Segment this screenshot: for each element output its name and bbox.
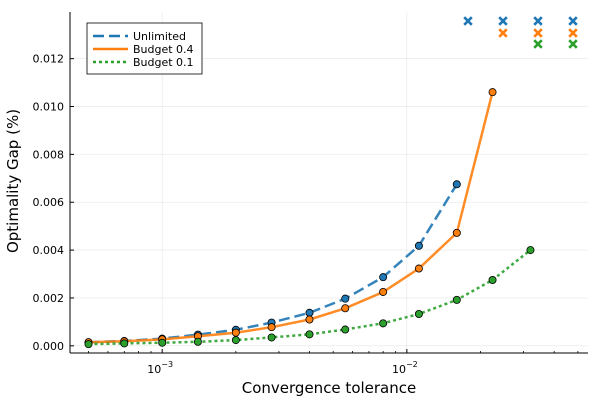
failed-marker (533, 28, 543, 38)
data-point (267, 333, 276, 342)
legend-label: Budget 0.1 (133, 56, 194, 69)
x-tick-label: 10−2 (392, 360, 418, 376)
data-point (526, 246, 535, 255)
axes (69, 12, 588, 354)
data-point (414, 264, 423, 273)
failed-marker-stroke (533, 39, 543, 49)
y-axis-title: Optimality Gap (%) (4, 109, 22, 253)
failed-marker (533, 39, 543, 49)
y-tick-label: 0.008 (33, 148, 65, 161)
failed-marker (463, 16, 473, 26)
data-point (379, 287, 388, 296)
data-point (452, 228, 461, 237)
x-tick-exponent: −2 (406, 360, 418, 369)
series-budget-0-1 (84, 246, 535, 349)
data-point (120, 339, 129, 348)
data-point (305, 315, 314, 324)
failed-marker-stroke (533, 28, 543, 38)
series-budget-0-4 (84, 88, 497, 347)
failed-marker-stroke (498, 28, 508, 38)
failed-markers (463, 16, 578, 49)
failed-marker-stroke (533, 16, 543, 26)
data-point (414, 241, 423, 250)
failed-marker-stroke (568, 39, 578, 49)
data-point (414, 309, 423, 318)
data-point (341, 304, 350, 313)
data-point (158, 338, 167, 347)
failed-marker (568, 16, 578, 26)
failed-marker (568, 39, 578, 49)
data-point (305, 330, 314, 339)
data-point (193, 337, 202, 346)
series-line (88, 91, 494, 344)
data-point (488, 88, 497, 97)
failed-marker (498, 28, 508, 38)
failed-marker-stroke (568, 16, 578, 26)
data-point (305, 308, 314, 317)
series-unlimited (84, 180, 461, 347)
failed-marker-stroke (463, 16, 473, 26)
y-tick-label: 0.010 (33, 101, 65, 114)
data-point (231, 336, 240, 345)
failed-marker (498, 16, 508, 26)
failed-marker (533, 16, 543, 26)
y-tick-label: 0.004 (33, 244, 65, 257)
x-tick-label: 10−3 (147, 360, 173, 376)
x-axis-title: Convergence tolerance (242, 379, 416, 397)
legend-label: Unlimited (133, 30, 186, 43)
y-tick-labels: 0.000 0.002 0.004 0.006 0.008 0.010 0.012 (33, 53, 65, 353)
x-tick-exponent: −3 (161, 360, 173, 369)
x-tick-labels: 10−3 10−2 (147, 360, 417, 376)
y-tick-label: 0.002 (33, 292, 65, 305)
data-point (488, 276, 497, 285)
data-point (267, 323, 276, 332)
data-point (379, 273, 388, 282)
y-tick-label: 0.006 (33, 196, 65, 209)
data-point (452, 180, 461, 189)
failed-marker (568, 28, 578, 38)
y-tick-label: 0.012 (33, 53, 65, 66)
failed-marker-stroke (498, 16, 508, 26)
grid (70, 12, 588, 353)
data-point (452, 295, 461, 304)
y-tick-label: 0.000 (33, 340, 65, 353)
failed-marker-stroke (568, 28, 578, 38)
data-point (341, 294, 350, 303)
data-point (341, 325, 350, 334)
legend-label: Budget 0.4 (133, 43, 194, 56)
data-point (379, 319, 388, 328)
series (84, 88, 535, 349)
data-point (231, 328, 240, 337)
data-point (84, 340, 93, 349)
series-line (88, 249, 532, 346)
